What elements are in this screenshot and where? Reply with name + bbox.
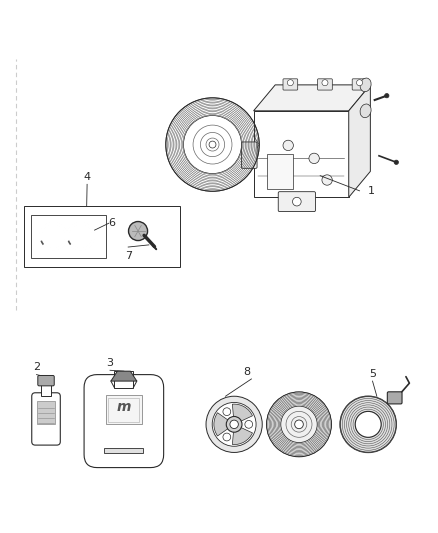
Circle shape <box>245 421 253 428</box>
Circle shape <box>230 420 238 429</box>
FancyBboxPatch shape <box>352 79 367 90</box>
Bar <box>267 154 293 189</box>
FancyBboxPatch shape <box>387 392 402 404</box>
Text: m: m <box>117 400 131 414</box>
Circle shape <box>355 411 381 437</box>
Ellipse shape <box>360 78 371 92</box>
Circle shape <box>340 396 396 453</box>
Text: 5: 5 <box>369 369 376 379</box>
Bar <box>41 384 51 396</box>
Bar <box>37 401 55 424</box>
Bar <box>25 206 180 266</box>
Bar <box>114 371 134 387</box>
Circle shape <box>226 416 242 432</box>
Bar <box>104 448 143 453</box>
Circle shape <box>223 433 231 441</box>
Bar <box>31 215 106 258</box>
Polygon shape <box>111 371 137 381</box>
Circle shape <box>357 80 363 86</box>
Circle shape <box>394 160 399 165</box>
FancyBboxPatch shape <box>278 192 315 212</box>
Circle shape <box>184 116 241 174</box>
Circle shape <box>309 153 319 164</box>
Circle shape <box>293 197 301 206</box>
Circle shape <box>287 80 293 86</box>
Wedge shape <box>233 424 252 445</box>
Polygon shape <box>254 85 371 111</box>
Circle shape <box>212 402 256 446</box>
Circle shape <box>385 93 389 98</box>
Circle shape <box>281 406 317 442</box>
Bar <box>106 395 142 424</box>
Circle shape <box>206 396 262 453</box>
Text: 7: 7 <box>125 252 132 261</box>
FancyBboxPatch shape <box>283 79 298 90</box>
Text: 1: 1 <box>368 186 375 196</box>
Polygon shape <box>254 111 349 197</box>
Bar <box>108 398 139 422</box>
Text: 3: 3 <box>106 358 113 368</box>
FancyBboxPatch shape <box>241 142 257 168</box>
Wedge shape <box>214 413 234 436</box>
Circle shape <box>295 420 304 429</box>
Circle shape <box>322 175 332 185</box>
Circle shape <box>283 140 293 151</box>
FancyBboxPatch shape <box>38 375 54 386</box>
Ellipse shape <box>360 104 371 118</box>
FancyBboxPatch shape <box>32 393 60 445</box>
Circle shape <box>223 408 231 416</box>
Circle shape <box>209 141 216 148</box>
FancyBboxPatch shape <box>318 79 332 90</box>
Circle shape <box>322 80 328 86</box>
Text: 2: 2 <box>33 362 40 373</box>
Text: 8: 8 <box>244 367 251 377</box>
Text: 6: 6 <box>109 218 116 228</box>
Wedge shape <box>233 404 252 424</box>
Text: 4: 4 <box>84 172 91 182</box>
FancyBboxPatch shape <box>84 375 164 467</box>
Circle shape <box>128 222 148 240</box>
Polygon shape <box>349 85 371 197</box>
